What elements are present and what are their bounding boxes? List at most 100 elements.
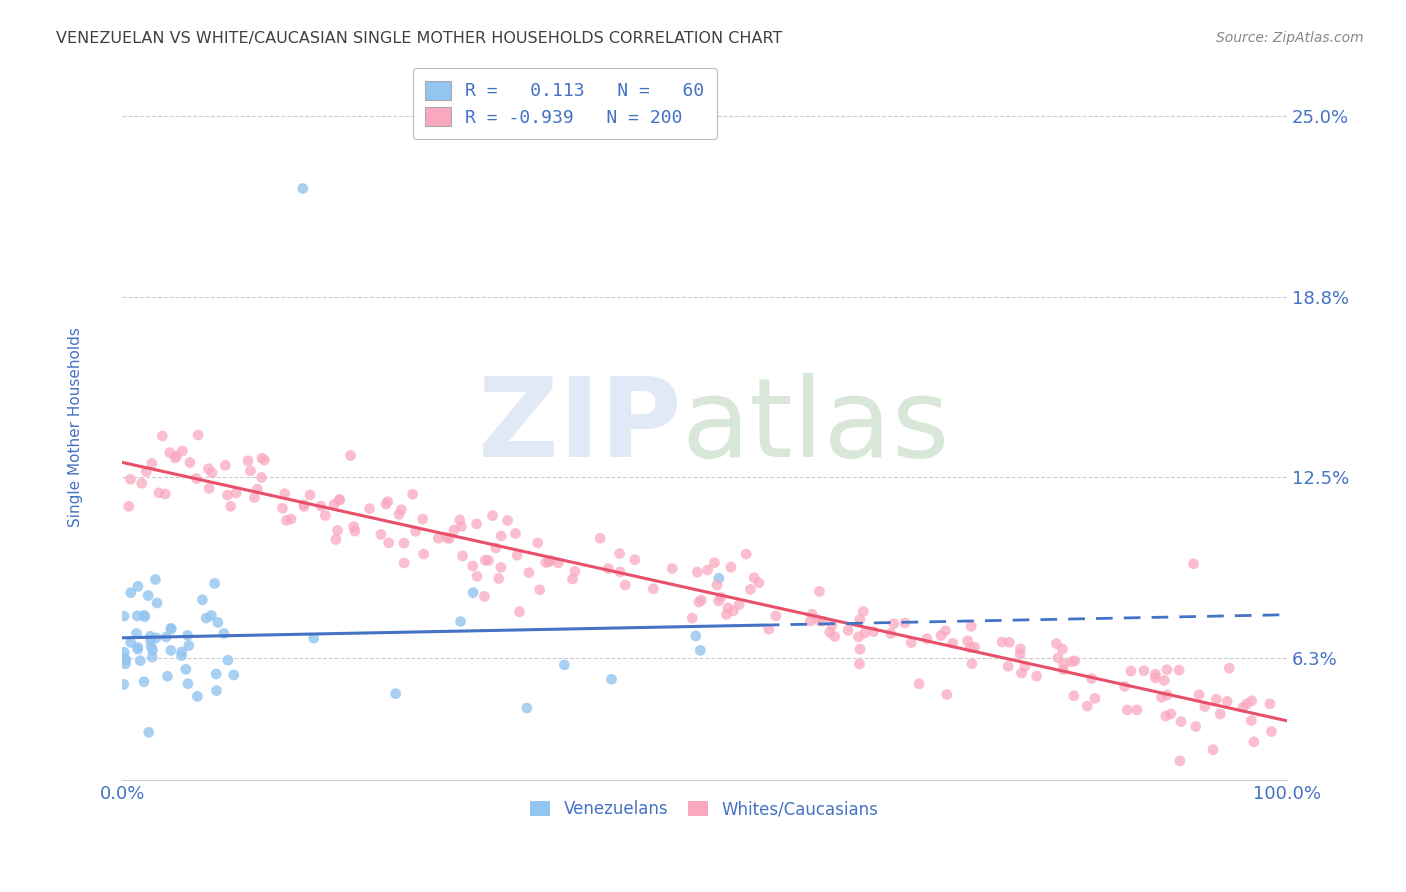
Point — [145, 631, 167, 645]
Point — [463, 585, 485, 599]
Point — [547, 556, 569, 570]
Point — [314, 508, 336, 523]
Point — [956, 633, 979, 648]
Point — [1202, 742, 1225, 756]
Point — [326, 524, 349, 538]
Point — [170, 648, 193, 663]
Point — [526, 536, 548, 550]
Point — [1168, 663, 1191, 677]
Point — [506, 548, 529, 562]
Point — [1063, 689, 1085, 703]
Point — [1060, 655, 1083, 669]
Point — [132, 674, 155, 689]
Point — [377, 494, 399, 508]
Point — [1025, 669, 1047, 683]
Point — [339, 449, 361, 463]
Point — [156, 669, 179, 683]
Point — [118, 500, 141, 514]
Point — [1063, 654, 1085, 668]
Point — [120, 585, 142, 599]
Point — [821, 618, 844, 632]
Point — [465, 516, 488, 531]
Point — [328, 492, 350, 507]
Point — [1194, 699, 1216, 714]
Point — [112, 645, 135, 659]
Point — [143, 573, 166, 587]
Point — [1232, 700, 1254, 714]
Point — [1011, 666, 1033, 681]
Point — [159, 446, 181, 460]
Point — [1154, 709, 1177, 723]
Point — [807, 613, 830, 627]
Point — [195, 611, 218, 625]
Point — [765, 608, 787, 623]
Point — [179, 456, 201, 470]
Point — [160, 621, 183, 635]
Point — [250, 470, 273, 484]
Point — [849, 642, 872, 657]
Point — [848, 630, 870, 644]
Point — [799, 614, 821, 628]
Point — [201, 466, 224, 480]
Point — [136, 589, 159, 603]
Point — [141, 650, 163, 665]
Point — [205, 667, 228, 681]
Point — [1236, 697, 1258, 711]
Point — [187, 428, 209, 442]
Text: Source: ZipAtlas.com: Source: ZipAtlas.com — [1216, 31, 1364, 45]
Point — [138, 725, 160, 739]
Point — [1133, 664, 1156, 678]
Point — [127, 640, 149, 655]
Point — [170, 645, 193, 659]
Point — [325, 533, 347, 547]
Point — [450, 615, 472, 629]
Point — [1260, 724, 1282, 739]
Point — [250, 451, 273, 466]
Point — [131, 476, 153, 491]
Point — [120, 635, 142, 649]
Point — [991, 635, 1014, 649]
Legend: Venezuelans, Whites/Caucasians: Venezuelans, Whites/Caucasians — [524, 794, 886, 825]
Point — [894, 615, 917, 630]
Point — [489, 529, 512, 543]
Point — [112, 677, 135, 691]
Text: ZIP: ZIP — [478, 373, 682, 480]
Point — [405, 524, 427, 539]
Point — [427, 532, 450, 546]
Point — [703, 556, 725, 570]
Point — [600, 672, 623, 686]
Point — [808, 584, 831, 599]
Point — [998, 635, 1021, 649]
Point — [1080, 672, 1102, 686]
Point — [758, 622, 780, 636]
Point — [534, 556, 557, 570]
Point — [207, 615, 229, 630]
Point — [236, 454, 259, 468]
Point — [689, 643, 711, 657]
Point — [465, 569, 488, 583]
Point — [160, 622, 183, 636]
Point — [451, 549, 474, 563]
Point — [1008, 648, 1031, 662]
Point — [1144, 671, 1167, 685]
Point — [849, 612, 872, 626]
Point — [1209, 706, 1232, 721]
Point — [148, 486, 170, 500]
Point — [1014, 659, 1036, 673]
Point — [1052, 657, 1074, 671]
Point — [309, 499, 332, 513]
Point — [1119, 664, 1142, 678]
Point — [508, 605, 530, 619]
Point — [748, 575, 770, 590]
Point — [553, 657, 575, 672]
Point — [302, 631, 325, 645]
Point — [150, 429, 173, 443]
Point — [141, 643, 163, 657]
Point — [292, 500, 315, 514]
Point — [163, 450, 186, 465]
Point — [643, 582, 665, 596]
Point — [589, 531, 612, 545]
Point — [1114, 679, 1136, 693]
Point — [811, 614, 834, 628]
Point — [219, 500, 242, 514]
